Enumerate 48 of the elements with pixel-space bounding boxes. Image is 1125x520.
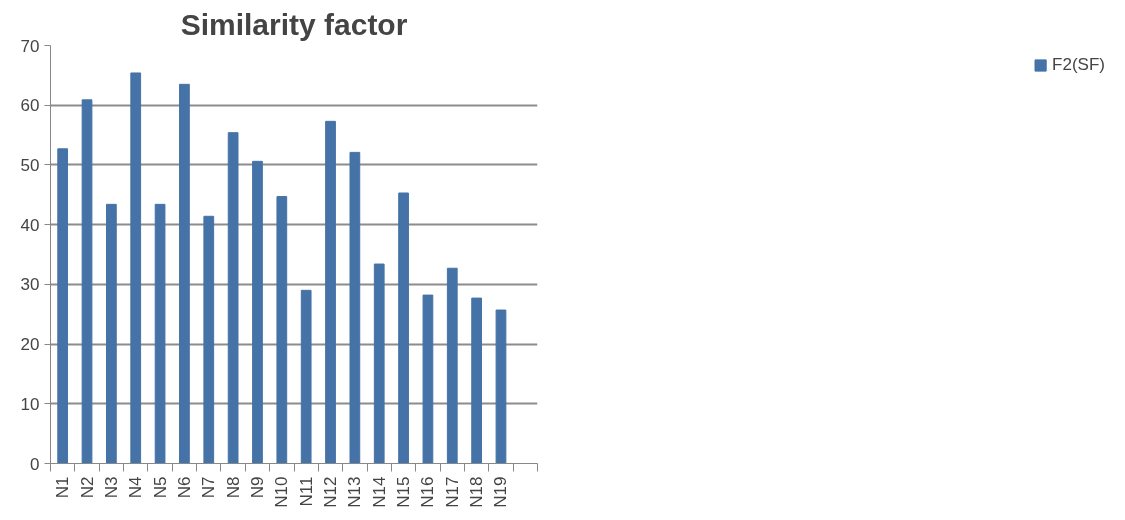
y-tick-label: 20 xyxy=(20,335,40,355)
y-tick-label: 60 xyxy=(20,96,40,116)
x-tick-label: N15 xyxy=(394,476,414,508)
y-tick-label: 30 xyxy=(20,275,40,295)
y-tick-label: 70 xyxy=(20,36,40,56)
x-tick-label: N9 xyxy=(247,476,267,499)
bar xyxy=(495,309,507,464)
x-tick-label: N6 xyxy=(174,476,194,499)
chart-title: Similarity factor xyxy=(180,7,408,41)
y-tick-label: 40 xyxy=(20,215,40,235)
bar xyxy=(471,297,482,464)
x-tick-label: N7 xyxy=(199,476,219,499)
y-tick-label: 0 xyxy=(30,454,40,474)
x-tick-label: N5 xyxy=(150,476,170,499)
bar xyxy=(57,148,69,464)
bar xyxy=(227,132,239,464)
x-tick-label: N1 xyxy=(53,476,73,499)
y-tick-label: 10 xyxy=(20,394,40,414)
x-tick-label: N8 xyxy=(223,476,243,499)
bar xyxy=(398,192,409,464)
bar xyxy=(446,267,458,464)
bar xyxy=(349,151,361,464)
bar xyxy=(130,72,142,464)
legend-label: F2(SF) xyxy=(1052,55,1105,75)
x-tick-label: N3 xyxy=(101,476,121,499)
x-tick-label: N12 xyxy=(321,476,341,508)
bar xyxy=(276,196,288,464)
x-tick-label: N18 xyxy=(467,476,487,508)
bar xyxy=(252,160,263,464)
x-tick-label: N19 xyxy=(491,476,511,508)
x-tick-label: N13 xyxy=(345,476,365,508)
x-tick-label: N17 xyxy=(442,476,462,508)
bar xyxy=(179,83,190,464)
bar xyxy=(203,215,215,464)
bar xyxy=(325,120,336,464)
bar xyxy=(373,263,385,464)
x-tick-label: N16 xyxy=(418,476,438,508)
x-tick-label: N10 xyxy=(272,476,292,508)
x-tick-label: N4 xyxy=(126,476,146,499)
bar xyxy=(81,99,93,464)
x-tick-label: N2 xyxy=(77,476,97,499)
x-tick-label: N14 xyxy=(369,476,389,508)
bar xyxy=(300,289,312,464)
x-tick-label: N11 xyxy=(296,476,316,507)
bar xyxy=(106,203,117,464)
y-tick-label: 50 xyxy=(20,155,40,175)
bar xyxy=(154,203,166,464)
bar xyxy=(422,294,434,464)
